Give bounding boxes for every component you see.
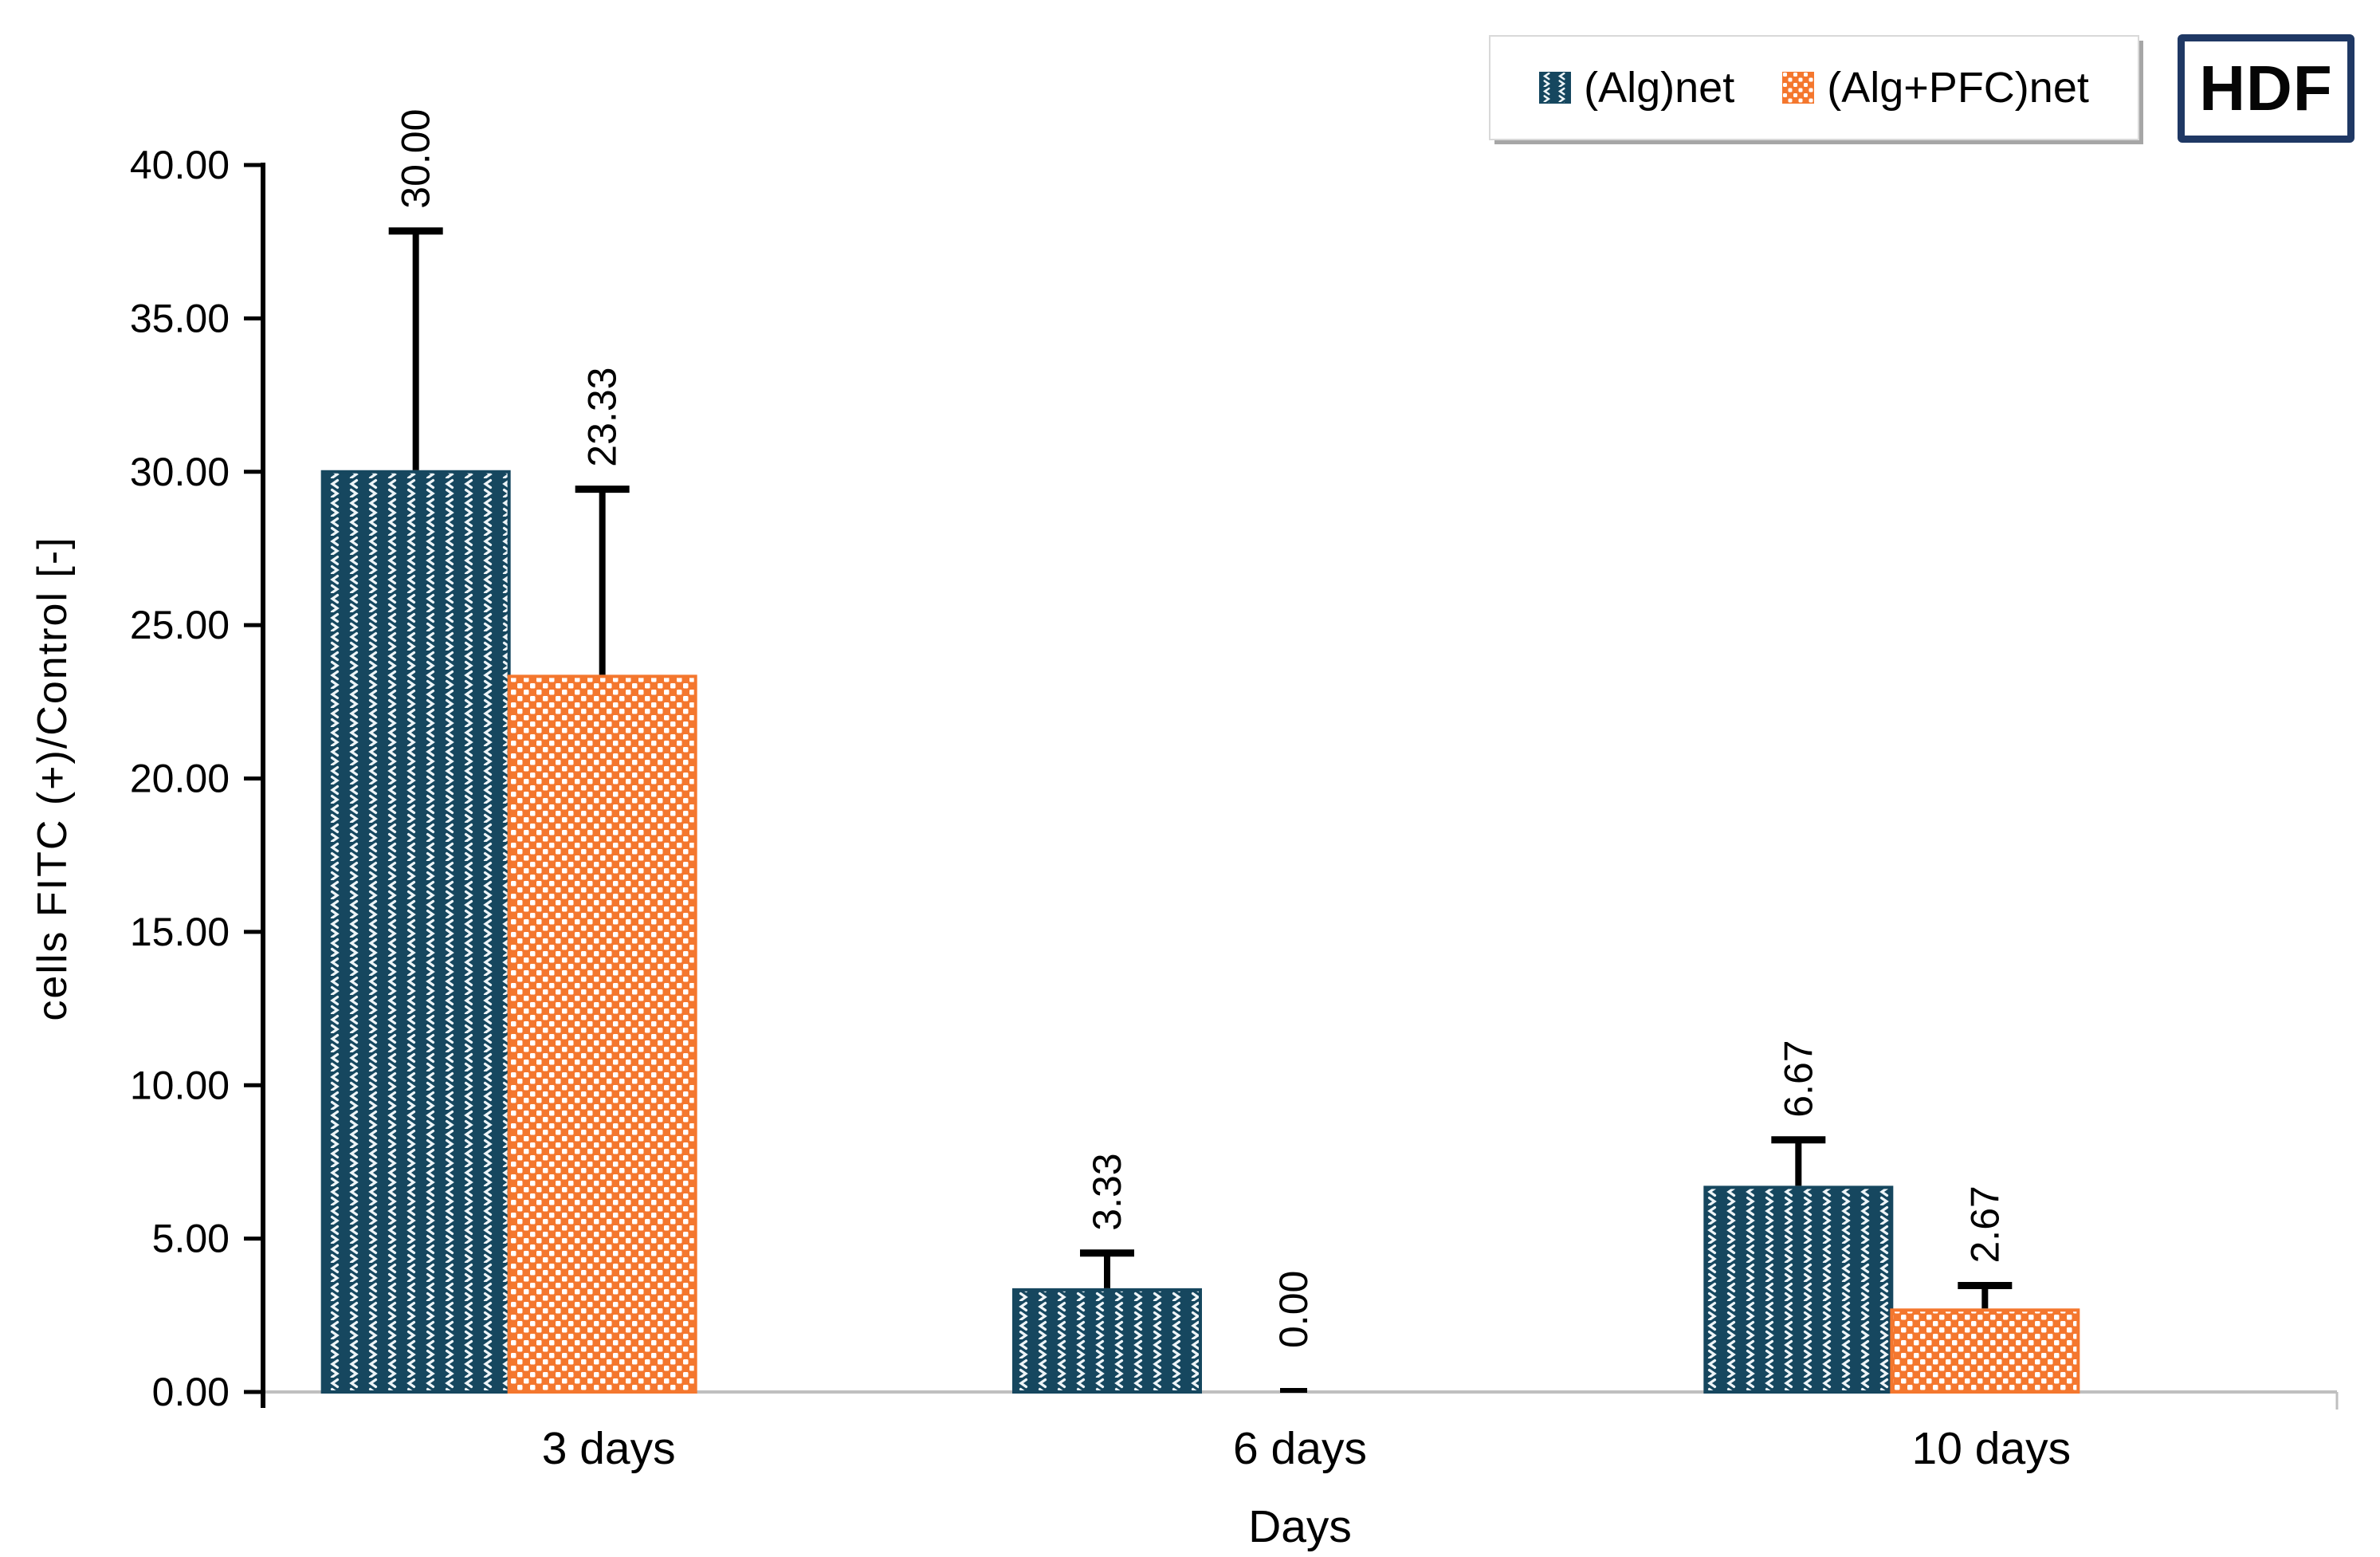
y-tick-label: 20.00 [130,757,230,801]
y-tick-label: 5.00 [152,1217,230,1261]
bar-AlgPFCnet-10-days [1890,1308,2080,1394]
bar-value-label: 2.67 [1962,1185,2007,1263]
legend-item-alg-net: (Alg)net [1539,63,1734,112]
x-axis-title: Days [1248,1501,1352,1552]
x-category-label: 10 days [1912,1423,2072,1474]
bar-Algnet-10-days [1703,1185,1894,1394]
bar-Algnet-3-days [320,470,511,1394]
legend-label-alg-net: (Alg)net [1584,64,1735,112]
orange-checker-swatch-icon [1782,72,1815,104]
y-tick-label: 15.00 [130,910,230,954]
y-axis-title: cells FITC (+)/Control [-] [29,536,76,1020]
y-tick-label: 35.00 [130,296,230,340]
bar-value-label: 0.00 [1271,1271,1316,1348]
bar-value-label: 23.33 [580,368,625,467]
y-tick-label: 40.00 [130,143,230,187]
chart-legend: (Alg)net (Alg+PFC)net [1489,35,2139,140]
bar-value-label: 3.33 [1085,1153,1129,1230]
y-tick-label: 25.00 [130,603,230,647]
bar-value-label: 30.00 [394,109,438,209]
hdf-badge-label: HDF [2199,53,2333,124]
bar-AlgPFCnet-3-days [507,674,697,1394]
bar-Algnet-6-days [1012,1288,1202,1394]
hdf-badge: HDF [2178,34,2354,143]
y-tick-label: 0.00 [152,1370,230,1414]
navy-chevron-swatch-icon [1539,72,1572,104]
y-tick-label: 10.00 [130,1063,230,1107]
x-category-label: 3 days [542,1423,676,1474]
bar-value-label: 6.67 [1776,1040,1820,1117]
x-category-label: 6 days [1233,1423,1367,1474]
legend-label-alg-pfc-net: (Alg+PFC)net [1827,64,2089,112]
y-tick-label: 30.00 [130,450,230,494]
legend-item-alg-pfc-net: (Alg+PFC)net [1782,63,2089,112]
